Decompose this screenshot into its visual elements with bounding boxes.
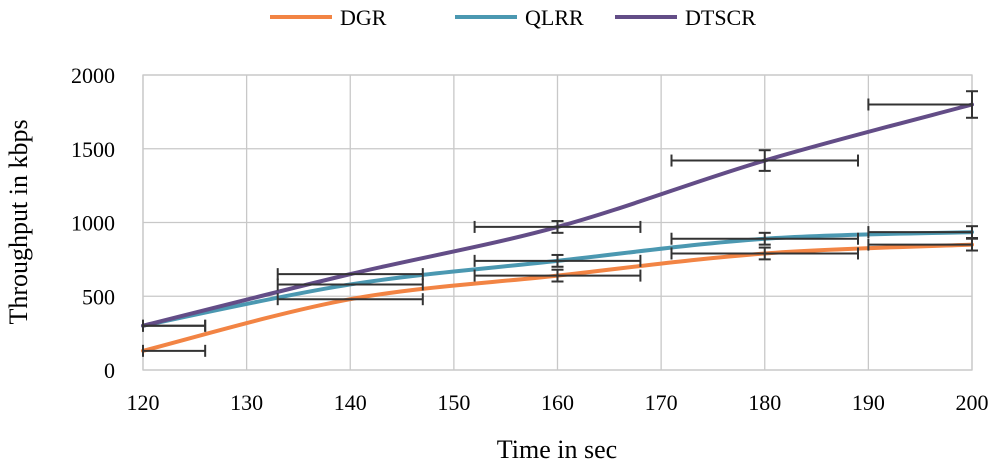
x-tick-label: 200 (956, 390, 989, 415)
y-tick-label: 1000 (71, 211, 115, 236)
error-bar-dgr (276, 293, 424, 306)
error-bar-dgr (670, 246, 860, 261)
x-tick-label: 120 (127, 390, 160, 415)
error-bar-dtscr (473, 220, 642, 234)
y-tick-label: 1500 (71, 137, 115, 162)
error-bar-dtscr (142, 319, 207, 332)
x-tick-label: 130 (230, 390, 263, 415)
y-axis-title: Throughput in kbps (4, 119, 33, 324)
tick-labels: 120 130 140 150 160 170 180 190 2000500100015002… (71, 63, 989, 415)
legend-label-dgr: DGR (340, 5, 387, 30)
legend-label-qlrr: QLRR (525, 5, 584, 30)
error-bar-qlrr (867, 225, 978, 239)
x-tick-label: 170 (645, 390, 678, 415)
error-bar-dtscr (276, 268, 424, 281)
error-bar-dgr (142, 344, 207, 357)
error-bar-qlrr (276, 278, 424, 291)
y-tick-label: 0 (104, 358, 115, 383)
x-tick-label: 140 (334, 390, 367, 415)
x-tick-label: 160 (541, 390, 574, 415)
x-axis-title: Time in sec (497, 435, 617, 464)
error-bar-qlrr (670, 231, 860, 246)
error-bar-dtscr (670, 149, 860, 172)
x-tick-label: 180 (748, 390, 781, 415)
error-bar-dtscr (867, 90, 978, 119)
x-tick-label: 150 (437, 390, 470, 415)
error-bar-qlrr (473, 253, 642, 268)
y-tick-label: 500 (82, 284, 115, 309)
error-bar-dgr (473, 268, 642, 283)
x-tick-label: 190 (852, 390, 885, 415)
error-bars (142, 90, 978, 357)
y-tick-label: 2000 (71, 63, 115, 88)
plot-frame (142, 74, 973, 371)
legend-label-dtscr: DTSCR (685, 5, 756, 30)
legend: DGR QLRR DTSCR (270, 5, 756, 30)
